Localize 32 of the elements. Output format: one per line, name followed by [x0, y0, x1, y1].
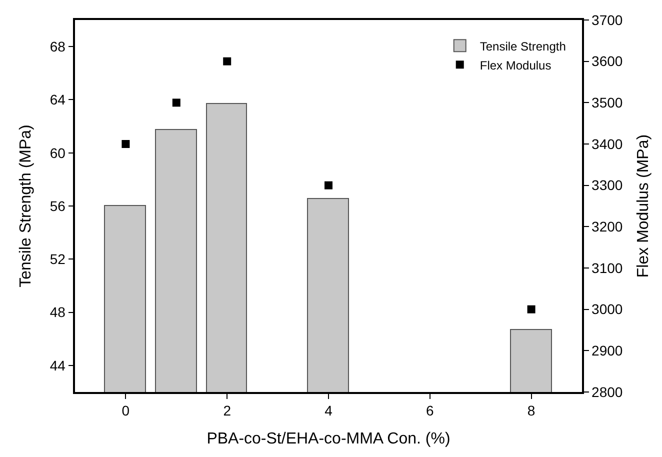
x-tick-label: 4 [324, 402, 333, 419]
point [223, 57, 232, 66]
y-tick-label: 64 [50, 92, 66, 108]
y2-tick-label: 3500 [592, 94, 623, 111]
y-tick-label: 56 [50, 198, 66, 214]
x-tick-label: 8 [527, 402, 536, 419]
x-axis-title: PBA-co-St/EHA-co-MMA Con. (%) [206, 430, 450, 448]
y-tick-label: 60 [50, 144, 66, 161]
y-axis-title: Tensile Strength (MPa) [17, 124, 34, 288]
y2-tick-label: 3300 [592, 177, 623, 194]
point [324, 181, 332, 190]
y2-tick-label: 2800 [592, 384, 623, 400]
y-tick-label: 68 [50, 38, 66, 54]
x-tick-label: 0 [122, 402, 130, 419]
y2-tick-label: 3600 [592, 53, 623, 70]
legend-label: Tensile Strength [480, 39, 566, 54]
y2-tick-label: 3100 [592, 260, 623, 276]
x-tick-label: 2 [223, 402, 232, 419]
y2-tick-label: 2900 [592, 342, 623, 359]
legend-label: Flex Modulus [480, 58, 552, 72]
y-tick-label: 52 [50, 251, 66, 268]
y2-tick-label: 3200 [592, 218, 623, 235]
y2-tick-label: 3700 [592, 12, 623, 28]
point [172, 98, 180, 107]
y2-axis-title: Flex Modulus (MPa) [635, 134, 652, 278]
x-tick-label: 6 [426, 402, 434, 419]
y2-tick-label: 3400 [592, 136, 623, 152]
y2-tick-label: 3000 [592, 301, 623, 318]
y-tick-label: 48 [50, 304, 66, 320]
y-tick-label: 44 [50, 357, 66, 374]
point [527, 305, 536, 314]
point [122, 140, 130, 148]
